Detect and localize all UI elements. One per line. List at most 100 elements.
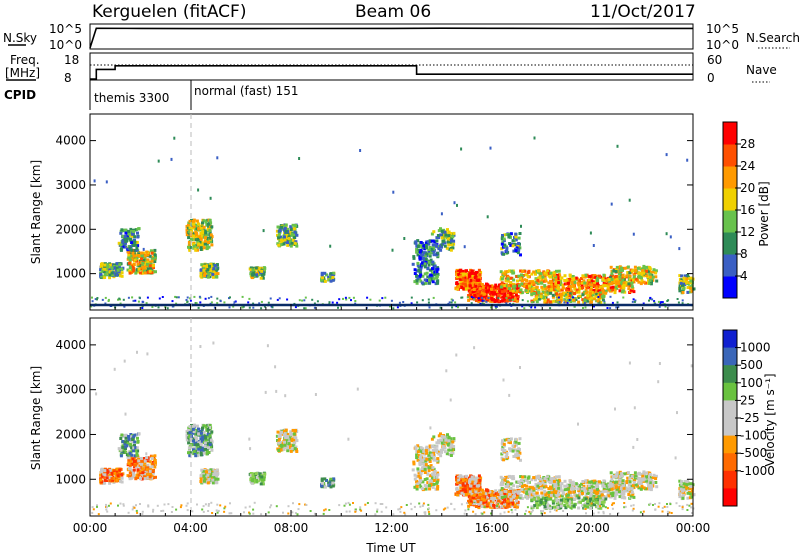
heatmap-cell xyxy=(207,240,210,244)
heatmap-cell xyxy=(122,298,125,301)
heatmap-cell xyxy=(134,299,137,302)
heatmap-cell xyxy=(143,477,147,481)
heatmap-cell xyxy=(126,455,130,459)
heatmap-cell xyxy=(141,265,145,269)
heatmap-cell xyxy=(157,306,160,309)
heatmap-cell xyxy=(251,474,255,478)
heatmap-cell xyxy=(276,430,280,434)
heatmap-cell xyxy=(206,222,210,226)
heatmap-cell xyxy=(568,294,572,298)
heatmap-cell xyxy=(486,283,490,287)
heatmap-cell xyxy=(396,306,399,309)
heatmap-cell xyxy=(198,446,202,449)
heatmap-cell xyxy=(596,281,599,285)
heatmap-cell xyxy=(141,467,145,471)
heatmap-cell xyxy=(421,480,425,484)
heatmap-cell xyxy=(419,266,423,270)
heatmap-cell xyxy=(431,468,435,472)
power-colorbar-tick-label: 4 xyxy=(740,269,748,283)
heatmap-cell xyxy=(503,297,506,301)
heatmap-cell xyxy=(427,457,431,461)
heatmap-cell xyxy=(425,271,429,275)
heatmap-cell xyxy=(199,268,203,272)
heatmap-cell xyxy=(187,441,191,445)
heatmap-cell xyxy=(589,300,593,304)
heatmap-cell xyxy=(459,474,462,478)
heatmap-cell xyxy=(436,478,440,482)
heatmap-cell xyxy=(128,471,132,475)
heatmap-cell xyxy=(418,476,422,480)
heatmap-cell xyxy=(456,491,460,494)
heatmap-cell xyxy=(279,238,283,242)
heatmap-cell xyxy=(196,443,200,447)
heatmap-cell xyxy=(150,251,154,255)
heatmap-cell xyxy=(202,431,206,434)
heatmap-cell xyxy=(642,264,646,268)
heatmap-cell xyxy=(483,299,486,302)
heatmap-cell xyxy=(103,263,107,267)
heatmap-cell xyxy=(204,220,208,224)
heatmap-cell xyxy=(433,476,437,480)
heatmap-cell xyxy=(435,444,439,448)
heatmap-cell xyxy=(575,288,579,292)
heatmap-cell xyxy=(419,446,423,450)
heatmap-cell xyxy=(446,433,449,437)
heatmap-cell xyxy=(208,434,212,438)
heatmap-cell xyxy=(661,301,664,304)
heatmap-cell xyxy=(423,272,427,276)
heatmap-cell xyxy=(601,277,605,281)
heatmap-cell xyxy=(479,499,483,503)
heatmap-cell xyxy=(556,283,560,287)
heatmap-cell xyxy=(443,241,447,245)
heatmap-cell xyxy=(446,228,449,232)
heatmap-cell xyxy=(207,272,211,276)
heatmap-cell xyxy=(123,442,127,446)
heatmap-cell xyxy=(127,461,131,465)
heatmap-cell xyxy=(210,235,214,239)
heatmap-cell xyxy=(512,249,516,253)
heatmap-cell xyxy=(465,478,469,482)
heatmap-cell xyxy=(153,459,157,462)
heatmap-cell xyxy=(292,443,295,447)
heatmap-cell xyxy=(127,435,131,438)
heatmap-cell xyxy=(419,474,423,478)
heatmap-cell xyxy=(344,296,347,299)
heatmap-cell xyxy=(207,451,211,454)
heatmap-cell xyxy=(621,273,625,277)
heatmap-cell xyxy=(490,287,493,291)
heatmap-cell xyxy=(460,491,464,495)
heatmap-cell xyxy=(555,281,559,285)
heatmap-cell xyxy=(568,298,571,301)
heatmap-cell xyxy=(682,276,686,280)
heatmap-cell xyxy=(505,246,509,250)
heatmap-cell xyxy=(628,271,632,275)
heatmap-cell xyxy=(216,297,219,300)
heatmap-cell xyxy=(219,300,222,303)
heatmap-cell xyxy=(132,472,136,476)
heatmap-cell xyxy=(426,472,430,476)
heatmap-cell xyxy=(597,289,601,293)
heatmap-cell xyxy=(613,291,617,295)
heatmap-cell xyxy=(117,298,119,301)
heatmap-cell xyxy=(135,452,139,455)
heatmap-cell xyxy=(516,289,519,293)
heatmap-cell xyxy=(421,462,425,466)
heatmap-cell xyxy=(457,306,459,309)
heatmap-cell xyxy=(119,267,123,271)
heatmap-cell xyxy=(523,278,527,282)
heatmap-cell xyxy=(119,231,123,235)
heatmap-cell xyxy=(213,469,217,473)
heatmap-cell xyxy=(500,242,504,246)
heatmap-cell xyxy=(124,231,128,235)
heatmap-cell xyxy=(103,481,107,485)
heatmap-cell xyxy=(331,481,335,485)
heatmap-cell xyxy=(498,289,501,293)
heatmap-cell xyxy=(211,271,214,275)
heatmap-cell xyxy=(105,270,109,274)
heatmap-cell xyxy=(441,445,445,449)
heatmap-cell xyxy=(418,483,422,487)
heatmap-cell xyxy=(443,244,447,248)
heatmap-cell xyxy=(293,230,297,234)
heatmap-cell xyxy=(425,477,429,481)
heatmap-cell xyxy=(430,437,434,441)
